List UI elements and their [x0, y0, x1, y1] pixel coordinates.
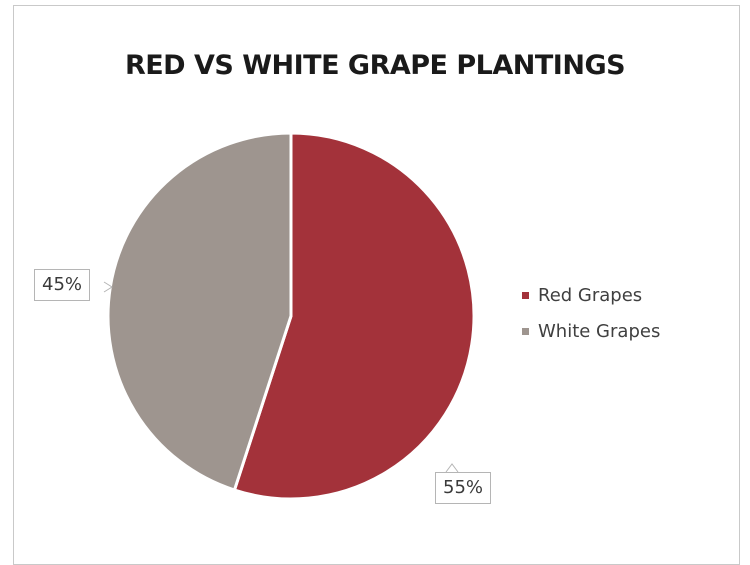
- pie-chart: [103, 131, 476, 501]
- legend-label-white-grapes: White Grapes: [538, 320, 661, 342]
- legend-swatch-red: [522, 291, 529, 299]
- callout-pointer-white: [103, 281, 113, 293]
- legend-item-white-grapes: White Grapes: [522, 313, 660, 349]
- pie-slice-red-grapes: [232, 131, 476, 501]
- callout-pointers: [103, 281, 459, 473]
- data-label-white-grapes: 45%: [34, 269, 91, 301]
- legend-swatch-white: [522, 327, 529, 335]
- pie-slices: [106, 131, 476, 501]
- data-label-red-grapes: 55%: [435, 472, 492, 504]
- chart-title: RED VS WHITE GRAPE PLANTINGS: [124, 50, 626, 81]
- legend: Red Grapes White Grapes: [522, 277, 660, 349]
- legend-item-red-grapes: Red Grapes: [522, 277, 660, 313]
- legend-label-red-grapes: Red Grapes: [538, 284, 643, 306]
- callout-pointer-red: [445, 463, 459, 473]
